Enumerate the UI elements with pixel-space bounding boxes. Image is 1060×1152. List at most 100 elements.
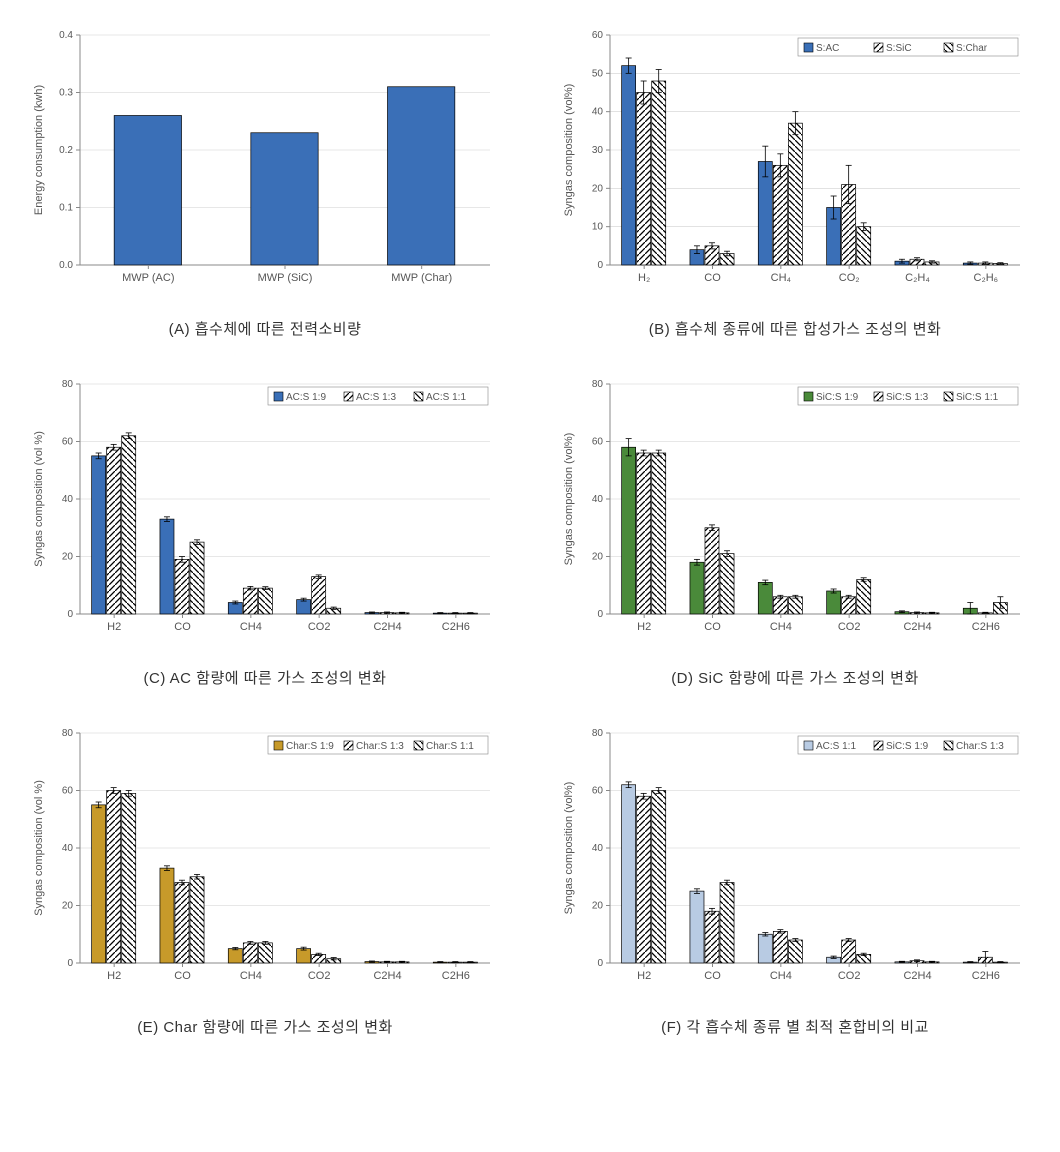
caption-b: (B) 흡수체 종류에 따른 합성가스 조성의 변화 [649, 318, 942, 339]
svg-text:CO2: CO2 [838, 621, 861, 633]
svg-text:20: 20 [62, 901, 74, 912]
chart-grid: 0.0 0.1 0.2 0.3 0.4 Energy consumption (kwh) M… [10, 20, 1050, 1037]
svg-text:20: 20 [62, 552, 74, 563]
panel-b: 0102030405060Syngas composition (vol%)H₂… [540, 20, 1050, 339]
svg-text:Syngas composition (vol%): Syngas composition (vol%) [563, 433, 575, 566]
svg-text:30: 30 [592, 145, 604, 156]
svg-text:S:AC: S:AC [816, 43, 839, 54]
svg-text:C2H4: C2H4 [373, 970, 401, 982]
svg-text:MWP (Char): MWP (Char) [391, 272, 452, 284]
svg-text:CO: CO [174, 621, 191, 633]
svg-text:0.0: 0.0 [59, 260, 73, 271]
svg-text:40: 40 [592, 494, 604, 505]
svg-text:Char:S 1:9: Char:S 1:9 [286, 741, 334, 752]
svg-text:CH4: CH4 [240, 621, 262, 633]
svg-text:CH4: CH4 [770, 970, 792, 982]
svg-text:Syngas composition (vol %): Syngas composition (vol %) [33, 780, 45, 916]
svg-text:CO2: CO2 [838, 970, 861, 982]
svg-text:AC:S 1:1: AC:S 1:1 [816, 741, 856, 752]
svg-text:S:Char: S:Char [956, 43, 988, 54]
chart-a: 0.0 0.1 0.2 0.3 0.4 Energy consumption (kwh) M… [25, 20, 505, 300]
chart-f: 0 20 40 60 80 Syngas composition (vol%) H2 CO CH… [555, 718, 1035, 998]
caption-e: (E) Char 함량에 따른 가스 조성의 변화 [137, 1016, 393, 1037]
chart-e: 0 20 40 60 80 Syngas composition (vol %) H2 CO C… [25, 718, 505, 998]
svg-text:Syngas composition (vol%): Syngas composition (vol%) [563, 84, 575, 217]
svg-text:20: 20 [592, 183, 604, 194]
svg-text:C₂H₆: C₂H₆ [974, 272, 999, 284]
svg-text:60: 60 [592, 437, 604, 448]
panel-e: 0 20 40 60 80 Syngas composition (vol %) H2 CO C… [10, 718, 520, 1037]
svg-text:CO₂: CO₂ [839, 272, 860, 284]
svg-text:H2: H2 [637, 970, 651, 982]
svg-text:H2: H2 [107, 970, 121, 982]
svg-text:20: 20 [592, 552, 604, 563]
caption-a: (A) 흡수체에 따른 전력소비량 [169, 318, 362, 339]
svg-text:80: 80 [592, 728, 604, 739]
svg-text:0: 0 [597, 958, 603, 969]
caption-f: (F) 각 흡수체 종류 별 최적 혼합비의 비교 [661, 1016, 929, 1037]
svg-text:C2H4: C2H4 [903, 970, 931, 982]
svg-text:S:SiC: S:SiC [886, 43, 912, 54]
svg-text:40: 40 [592, 107, 604, 118]
chart-d: 0 20 40 60 80 Syngas composition (vol%) H2 CO CH… [555, 369, 1035, 649]
panel-d: 0 20 40 60 80 Syngas composition (vol%) H2 CO CH… [540, 369, 1050, 688]
svg-text:0: 0 [597, 260, 603, 271]
svg-text:CH4: CH4 [240, 970, 262, 982]
svg-text:SiC:S 1:9: SiC:S 1:9 [816, 392, 859, 403]
svg-text:80: 80 [62, 728, 74, 739]
svg-text:20: 20 [592, 901, 604, 912]
svg-text:CO: CO [704, 272, 721, 284]
svg-text:0.4: 0.4 [59, 30, 73, 41]
svg-text:0.3: 0.3 [59, 88, 73, 99]
svg-text:60: 60 [62, 437, 74, 448]
svg-text:H2: H2 [107, 621, 121, 633]
svg-text:Char:S 1:1: Char:S 1:1 [426, 741, 474, 752]
chart-c: 0 20 40 60 80 Syngas composition (vol %) H2 CO C… [25, 369, 505, 649]
svg-text:AC:S 1:1: AC:S 1:1 [426, 392, 466, 403]
svg-text:MWP (AC): MWP (AC) [122, 272, 174, 284]
svg-text:CH₄: CH₄ [771, 272, 792, 284]
svg-text:CO: CO [704, 970, 721, 982]
svg-text:C2H6: C2H6 [972, 970, 1000, 982]
svg-text:CO: CO [174, 970, 191, 982]
svg-text:40: 40 [62, 494, 74, 505]
svg-text:40: 40 [592, 843, 604, 854]
svg-text:Syngas composition (vol%): Syngas composition (vol%) [563, 782, 575, 915]
svg-text:H₂: H₂ [638, 272, 650, 284]
chart-b: 0102030405060Syngas composition (vol%)H₂… [555, 20, 1035, 300]
svg-text:Energy consumption (kwh): Energy consumption (kwh) [33, 85, 45, 215]
svg-text:MWP (SiC): MWP (SiC) [258, 272, 313, 284]
svg-text:0.2: 0.2 [59, 145, 73, 156]
svg-text:0: 0 [597, 609, 603, 620]
svg-text:CH4: CH4 [770, 621, 792, 633]
svg-text:CO: CO [704, 621, 721, 633]
svg-text:SiC:S 1:1: SiC:S 1:1 [956, 392, 999, 403]
svg-text:H2: H2 [637, 621, 651, 633]
svg-text:SiC:S 1:3: SiC:S 1:3 [886, 392, 929, 403]
svg-text:C2H6: C2H6 [972, 621, 1000, 633]
svg-text:0: 0 [67, 609, 73, 620]
svg-text:C2H4: C2H4 [373, 621, 401, 633]
svg-text:Char:S 1:3: Char:S 1:3 [356, 741, 404, 752]
svg-text:Syngas composition (vol %): Syngas composition (vol %) [33, 431, 45, 567]
svg-text:60: 60 [592, 786, 604, 797]
svg-text:C2H6: C2H6 [442, 621, 470, 633]
panel-a: 0.0 0.1 0.2 0.3 0.4 Energy consumption (kwh) M… [10, 20, 520, 339]
svg-text:AC:S 1:3: AC:S 1:3 [356, 392, 396, 403]
svg-text:10: 10 [592, 222, 604, 233]
panel-c: 0 20 40 60 80 Syngas composition (vol %) H2 CO C… [10, 369, 520, 688]
svg-text:C2H6: C2H6 [442, 970, 470, 982]
svg-text:80: 80 [592, 379, 604, 390]
svg-text:SiC:S 1:9: SiC:S 1:9 [886, 741, 929, 752]
svg-text:C₂H₄: C₂H₄ [905, 272, 930, 284]
svg-text:60: 60 [62, 786, 74, 797]
svg-text:Char:S 1:3: Char:S 1:3 [956, 741, 1004, 752]
svg-text:80: 80 [62, 379, 74, 390]
svg-text:0: 0 [67, 958, 73, 969]
svg-text:CO2: CO2 [308, 621, 331, 633]
svg-text:40: 40 [62, 843, 74, 854]
svg-text:CO2: CO2 [308, 970, 331, 982]
svg-text:C2H4: C2H4 [903, 621, 931, 633]
panel-f: 0 20 40 60 80 Syngas composition (vol%) H2 CO CH… [540, 718, 1050, 1037]
svg-text:0.1: 0.1 [59, 203, 73, 214]
